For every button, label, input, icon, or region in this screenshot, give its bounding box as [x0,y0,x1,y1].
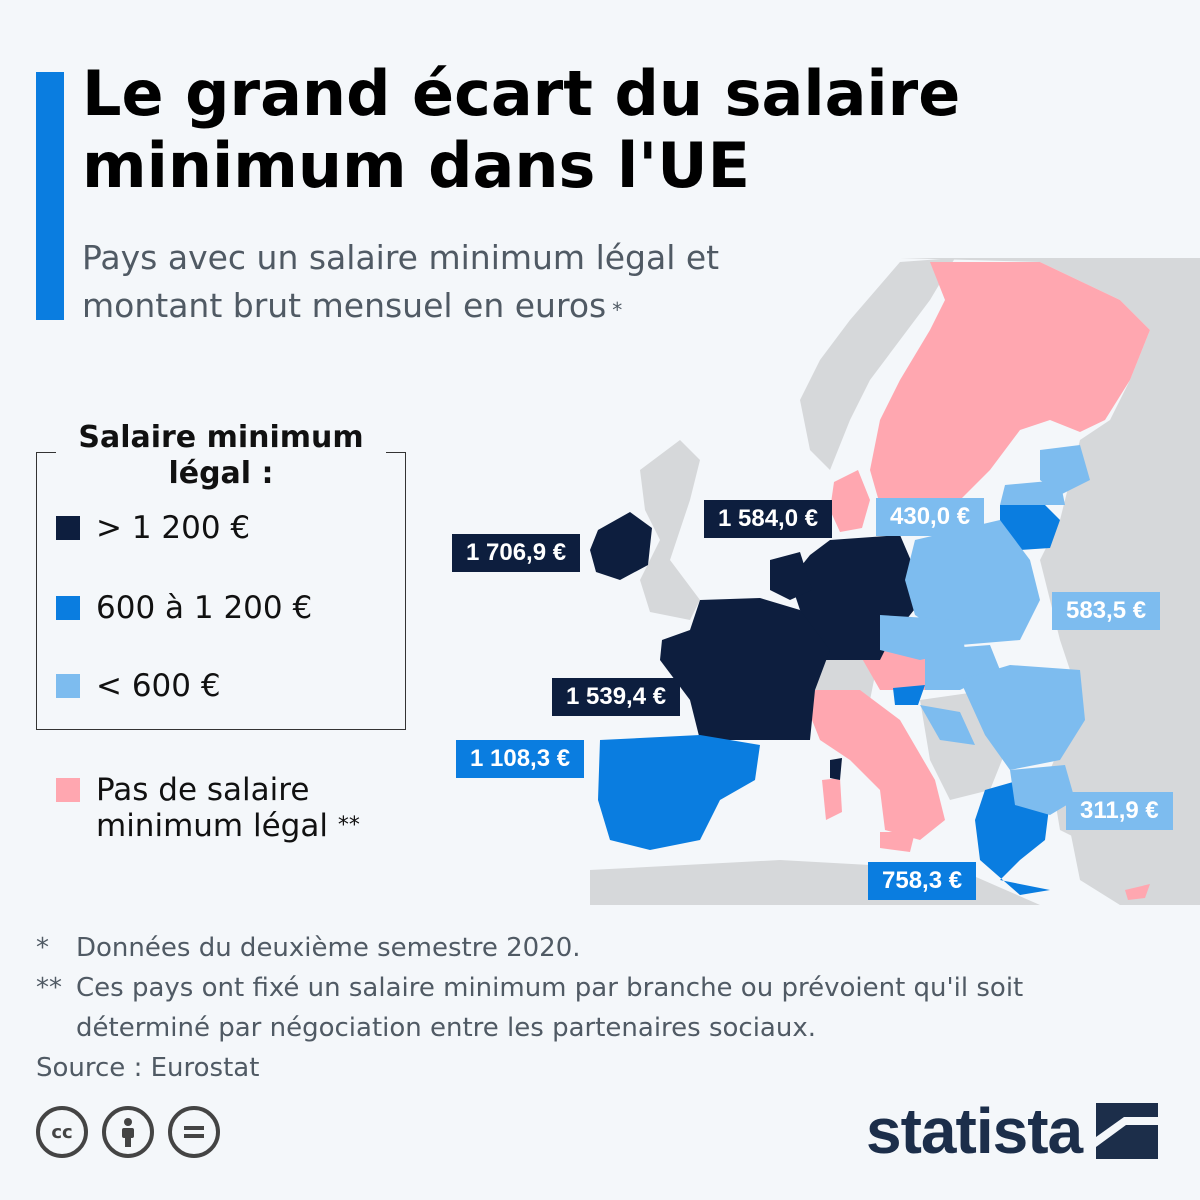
footnote-2: ** Ces pays ont fixé un salaire minimum p… [36,973,1024,1043]
nd-icon[interactable] [168,1106,220,1158]
legend-swatch-no-minimum [56,778,80,802]
page-subtitle: Pays avec un salaire minimum légal et mo… [82,238,720,325]
legend-item-mid: 600 à 1 200 € [56,590,312,626]
legend-item-low: < 600 € [56,668,221,704]
legend-swatch-low [56,674,80,698]
statista-logo-icon [1096,1103,1159,1159]
label-poland: 583,5 € [1052,592,1161,630]
legend-swatch-mid [56,596,80,620]
legend-item-high: > 1 200 € [56,510,250,546]
label-bulgaria: 311,9 € [1066,792,1173,830]
label-ireland: 1 706,9 € [452,534,581,572]
license-icons: cc [36,1106,220,1158]
legend-item-no-minimum: Pas de salaire minimum légal ** [56,772,396,844]
label-latvia: 430,0 € [876,498,985,536]
by-icon[interactable] [102,1106,154,1158]
legend-title: Salaire minimum légal : [56,420,386,492]
legend-swatch-high [56,516,80,540]
source-note: Source : Eurostat [36,1053,260,1083]
statista-brand[interactable]: statista [866,1094,1159,1168]
footnotes: * Données du deuxième semestre 2020. ** Ce… [36,928,1116,1088]
label-france: 1 539,4 € [552,678,681,716]
label-spain: 1 108,3 € [456,740,585,778]
low-wage-countries [880,445,1090,815]
legend-label-no-minimum: Pas de salaire minimum légal ** [96,772,360,844]
page-title: Le grand écart du salaire minimum dans l… [82,57,961,202]
legend-label-mid: 600 à 1 200 € [96,590,313,626]
footnote-1: * Données du deuxième semestre 2020. [36,933,581,963]
accent-bar [36,72,64,320]
label-greece: 758,3 € [868,862,977,900]
cc-icon[interactable]: cc [36,1106,88,1158]
legend-label-low: < 600 € [96,668,221,704]
statista-wordmark: statista [866,1095,1083,1167]
label-netherlands: 1 584,0 € [704,500,833,538]
legend-label-high: > 1 200 € [96,510,251,546]
